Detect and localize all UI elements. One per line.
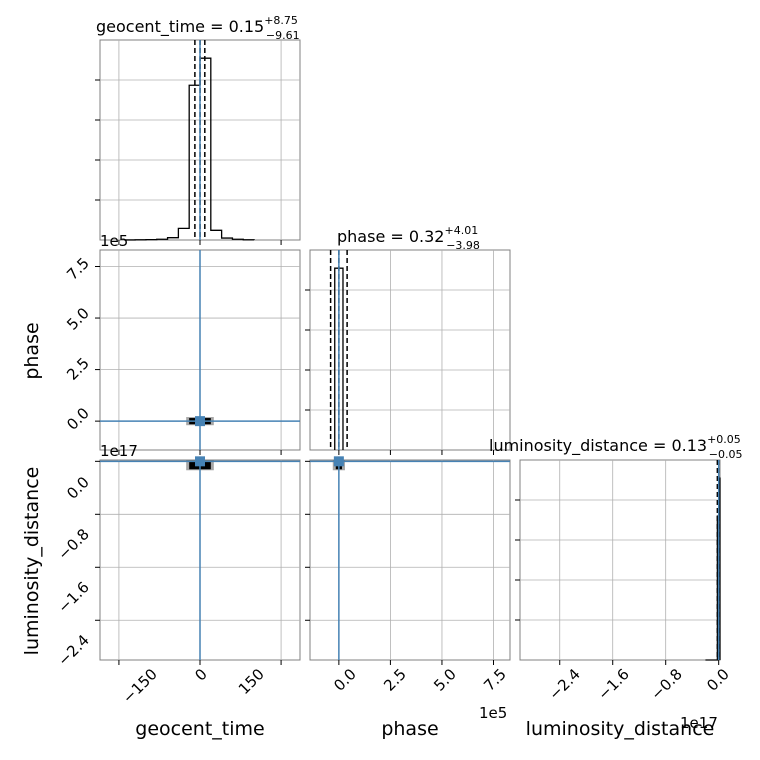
offset-ldist-yaxis: 1e17 <box>100 442 138 460</box>
title-phase-plus: +4.01 <box>444 224 478 237</box>
truth-lines <box>100 40 720 660</box>
ytick-ldist-2: −0.8 <box>54 525 92 563</box>
xtick-phase-3: 7.5 <box>480 665 510 695</box>
title-geocent-time-text: geocent_time = 0.15 <box>96 17 264 37</box>
xtick-geocent-time-2: 150 <box>235 665 268 698</box>
ylabel-phase: phase <box>21 322 43 379</box>
title-phase-text: phase = 0.32 <box>337 227 444 246</box>
truth-point-geocent_time-vs-phase <box>195 416 205 427</box>
offset-phase-yaxis: 1e5 <box>100 232 128 250</box>
title-phase: phase = 0.32+4.01 −3.98 <box>337 224 480 252</box>
title-geocent-time-plus: +8.75 <box>264 14 298 27</box>
ytick-phase-1: 2.5 <box>63 354 93 384</box>
xtick-phase-0: 0.0 <box>330 665 360 695</box>
ylabel-luminosity-distance: luminosity_distance <box>21 467 43 656</box>
xtick-ldist-1: −1.6 <box>594 665 632 703</box>
offset-ldist-xaxis: 1e17 <box>680 714 718 732</box>
panel-frame-luminosity_distance <box>519 459 721 661</box>
hist-geocent_time <box>123 57 255 241</box>
title-luminosity-distance-plus: +0.05 <box>707 433 741 446</box>
title-geocent-time-minus: −9.61 <box>266 29 300 42</box>
ytick-phase-3: 7.5 <box>63 254 93 284</box>
xtick-geocent-time-0: −150 <box>119 665 161 707</box>
xlabel-geocent-time: geocent_time <box>135 718 264 740</box>
truth-point-phase-vs-luminosity_distance <box>333 456 344 467</box>
ytick-ldist-0: −2.4 <box>54 631 92 669</box>
histograms <box>123 57 721 661</box>
tick-marks <box>95 79 720 665</box>
density-blobs <box>186 417 345 471</box>
xlabel-luminosity-distance: luminosity_distance <box>526 718 715 740</box>
title-luminosity-distance-text: luminosity_distance = 0.13 <box>489 436 707 456</box>
xtick-ldist-2: −0.8 <box>647 665 685 703</box>
ytick-ldist-1: −1.6 <box>54 578 92 616</box>
title-luminosity-distance: luminosity_distance = 0.13+0.05 −0.05 <box>489 433 743 461</box>
xlabel-phase: phase <box>381 718 438 740</box>
xtick-ldist-0: −2.4 <box>545 665 583 703</box>
xtick-ldist-3: 0.0 <box>703 665 733 695</box>
ytick-phase-0: 0.0 <box>63 404 93 434</box>
ytick-phase-2: 5.0 <box>63 304 93 334</box>
title-geocent-time: geocent_time = 0.15+8.75 −9.61 <box>96 14 300 42</box>
panel-grids <box>100 40 720 660</box>
xtick-phase-1: 2.5 <box>380 665 410 695</box>
xtick-geocent-time-1: 0 <box>191 665 210 684</box>
panel-frame-phase <box>309 249 511 451</box>
title-phase-minus: −3.98 <box>446 239 480 252</box>
xtick-phase-2: 5.0 <box>430 665 460 695</box>
ytick-ldist-3: 0.0 <box>63 473 93 503</box>
truth-point-geocent_time-vs-luminosity_distance <box>195 456 205 467</box>
title-luminosity-distance-minus: −0.05 <box>709 448 743 461</box>
panel-frame-phase-vs-luminosity_distance <box>309 459 511 661</box>
offset-phase-xaxis: 1e5 <box>479 704 507 722</box>
tick-labels: −150 0 150 0.0 2.5 5.0 7.5 −2.4 −1.6 −0.… <box>54 254 732 707</box>
